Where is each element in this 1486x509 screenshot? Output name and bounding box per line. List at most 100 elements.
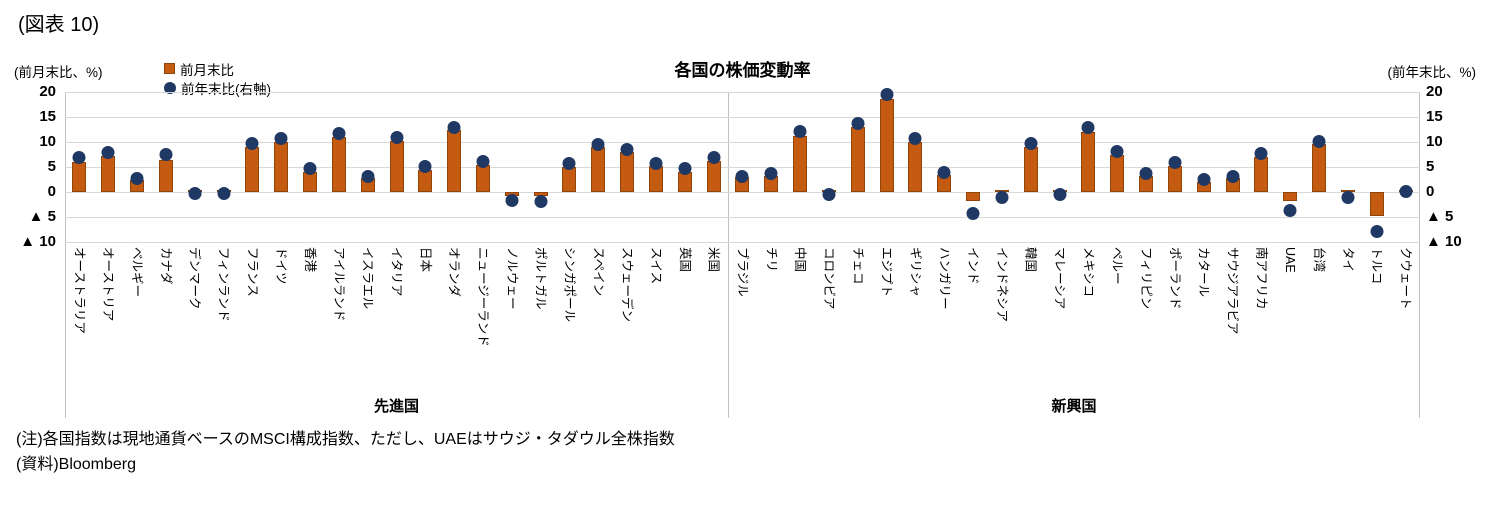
columns [65, 88, 1420, 242]
country-column [642, 92, 671, 242]
x-label-cell: ノルウェー [497, 247, 526, 393]
country-column [1074, 92, 1103, 242]
x-axis-label: ペルー [1110, 247, 1125, 285]
yearly-change-dot [764, 166, 778, 180]
monthly-change-bar [1369, 192, 1384, 216]
country-column [1391, 92, 1420, 242]
yearly-change-dot [707, 150, 721, 164]
x-axis-label: イスラエル [360, 247, 375, 310]
gridline [65, 167, 1420, 168]
x-label-cell: カタール [1189, 247, 1218, 393]
left-axis-caption: (前月末比、%) [14, 65, 103, 80]
country-column [411, 92, 440, 242]
y-tick-right: 0 [1426, 183, 1435, 200]
note-line: (資料)Bloomberg [16, 456, 137, 473]
yearly-change-dot [620, 143, 634, 156]
x-axis-label: ポーランド [1167, 247, 1182, 310]
gridline [65, 192, 1420, 193]
x-label-cell: 香港 [296, 247, 325, 393]
monthly-change-bar [331, 137, 346, 192]
x-label-cell: タイ [1333, 247, 1362, 393]
monthly-change-bar [101, 156, 116, 192]
y-axis-left: 20 15 10 5 0 ▲ 5 ▲ 10 [6, 83, 56, 250]
yearly-change-dot [1283, 204, 1297, 217]
monthly-change-bar [677, 172, 692, 192]
country-column [267, 92, 296, 242]
yearly-change-dot [361, 169, 375, 183]
country-column [699, 92, 728, 242]
monthly-change-bar [274, 142, 289, 192]
yearly-change-dot [1053, 188, 1067, 201]
bar-legend-marker [164, 63, 175, 74]
x-axis-label: 香港 [303, 247, 318, 273]
x-axis-label: ハンガリー [937, 247, 952, 310]
yearly-change-dot [1168, 155, 1182, 169]
country-column [584, 92, 613, 242]
country-column [497, 92, 526, 242]
monthly-change-bar [1254, 157, 1269, 192]
yearly-change-dot [995, 190, 1009, 204]
yearly-change-dot [851, 117, 865, 130]
yearly-change-dot [418, 159, 432, 173]
x-axis-labels: オーストラリア オーストリア ベルギー カナダ デンマーク フィンランド フランス ドイツ 香港… [65, 247, 1420, 393]
monthly-change-bar [793, 136, 808, 192]
country-column [1276, 92, 1305, 242]
monthly-change-bar [879, 98, 894, 192]
x-axis-label: チリ [764, 247, 779, 273]
monthly-change-bar [620, 152, 635, 192]
x-label-cell: スウェーデン [613, 247, 642, 393]
x-label-cell: トルコ [1362, 247, 1391, 393]
y-tick-right: ▲ 5 [1426, 208, 1454, 225]
country-column [1305, 92, 1334, 242]
yearly-change-dot [822, 188, 836, 201]
y-tick-left: 5 [47, 158, 56, 175]
x-label-cell: フランス [238, 247, 267, 393]
x-label-cell: サウジアラビア [1218, 247, 1247, 393]
yearly-change-dot [1110, 144, 1124, 158]
y-tick-left: 15 [39, 108, 56, 125]
yearly-change-dot [274, 131, 288, 145]
x-label-cell: フィリピン [1132, 247, 1161, 393]
x-axis-label: オーストリア [101, 247, 116, 322]
group-label: 先進国 [374, 398, 420, 415]
x-label-cell: スペイン [584, 247, 613, 393]
x-axis-label: フランス [245, 247, 260, 297]
yearly-change-dot [476, 154, 490, 168]
monthly-change-bar [1312, 143, 1327, 192]
monthly-change-bar [562, 167, 577, 192]
yearly-change-dot [1024, 136, 1038, 150]
x-label-cell: 韓国 [1016, 247, 1045, 393]
x-label-cell: フィンランド [209, 247, 238, 393]
x-axis-label: ニュージーランド [476, 247, 490, 347]
country-column [1045, 92, 1074, 242]
x-label-cell: ポーランド [1160, 247, 1189, 393]
x-label-cell: デンマーク [180, 247, 209, 393]
country-column [324, 92, 353, 242]
yearly-change-dot [534, 194, 548, 208]
monthly-change-bar [706, 160, 721, 192]
x-label-cell: オーストリア [94, 247, 123, 393]
monthly-change-bar [158, 159, 173, 192]
y-tick-left: 20 [39, 83, 56, 100]
x-axis-label: オーストラリア [72, 247, 87, 334]
x-axis-label: クウェート [1398, 247, 1413, 310]
x-axis-label: イタリア [389, 247, 404, 297]
country-column [786, 92, 815, 242]
x-axis-label: マレーシア [1052, 247, 1067, 310]
yearly-change-dot [1226, 169, 1240, 183]
yearly-change-dot [1399, 184, 1412, 198]
country-column [180, 92, 209, 242]
country-column [65, 92, 94, 242]
x-label-cell: コロンビア [815, 247, 844, 393]
x-label-cell: スイス [642, 247, 671, 393]
x-axis-label: 日本 [418, 247, 433, 273]
x-axis-label: スウェーデン [620, 247, 635, 323]
country-column [382, 92, 411, 242]
right-axis-caption: (前年末比、%) [1387, 65, 1477, 80]
country-column [613, 92, 642, 242]
x-axis-label: カナダ [158, 247, 173, 285]
x-axis-label: ポルトガル [533, 247, 548, 310]
yearly-change-dot [678, 162, 692, 175]
yearly-change-dot [1197, 173, 1211, 186]
group-label-row: 先進国 新興国 [65, 395, 1420, 416]
